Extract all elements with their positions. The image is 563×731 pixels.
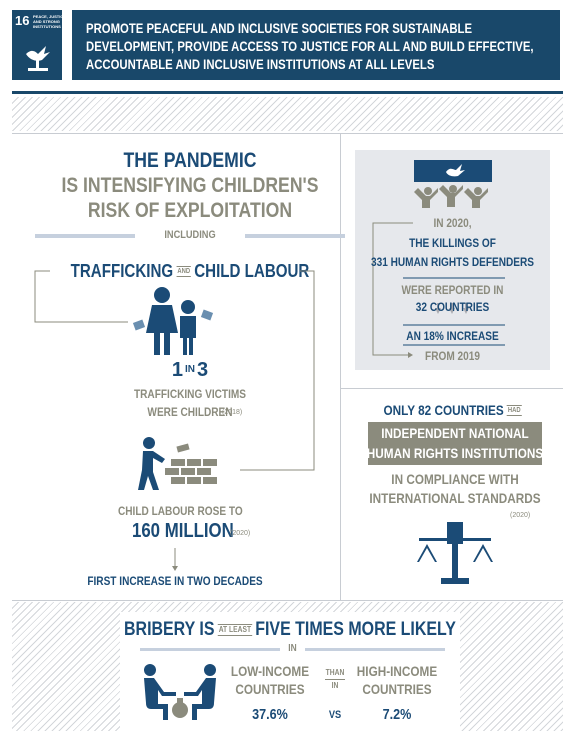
- income-label: LOW-INCOME: [230, 663, 310, 679]
- income-value: 7.2%: [382, 706, 412, 723]
- title-line: DEVELOPMENT, PROVIDE ACCESS TO JUSTICE F…: [86, 39, 534, 54]
- highlight-text: HUMAN RIGHTS INSTITUTIONS: [366, 445, 544, 461]
- defenders-text: WERE REPORTED IN: [401, 283, 504, 297]
- institutions-text: INTERNATIONAL STANDARDS: [369, 490, 541, 506]
- rule: [245, 234, 345, 238]
- title-box: PROMOTE PEACEFUL AND INCLUSIVE SOCIETIES…: [72, 10, 560, 80]
- bribery-heading: BRIBERY IS AT LEAST FIVE TIMES MORE LIKE…: [97, 620, 483, 639]
- rule: [35, 234, 135, 238]
- lead: ONLY 82 COUNTRIES: [383, 402, 504, 418]
- title-line: PROMOTE PEACEFUL AND INCLUSIVE SOCIETIES…: [86, 21, 473, 36]
- defenders-text: THE KILLINGS OF: [409, 236, 496, 250]
- vs: VS: [328, 709, 342, 721]
- year: (2018): [222, 409, 243, 416]
- defenders-text: FROM 2019: [425, 349, 480, 363]
- ratio: 1 IN 3: [40, 360, 340, 380]
- ratio-number: 1: [171, 359, 183, 381]
- scales-icon: [417, 522, 493, 584]
- title-line: ACCOUNTABLE AND INCLUSIVE INSTITUTIONS A…: [86, 57, 435, 72]
- defenders-text: AN 18% INCREASE: [406, 329, 499, 343]
- ratio-joiner: IN: [185, 364, 195, 375]
- defenders-icon: [414, 160, 492, 208]
- rule: [140, 648, 280, 651]
- including: INCLUDING: [164, 229, 216, 241]
- than: THAN: [325, 668, 345, 677]
- rule: [12, 133, 563, 134]
- heading: THE PANDEMIC: [123, 149, 257, 172]
- stat-value: 160 MILLION: [132, 520, 234, 542]
- rule: [325, 679, 345, 680]
- year: (2020): [230, 530, 251, 537]
- defenders-lines: [372, 222, 505, 358]
- stat-text: WERE CHILDREN: [147, 405, 233, 419]
- income-label: HIGH-INCOME: [356, 663, 438, 679]
- header-rule: [12, 91, 563, 94]
- heading: RISK OF EXPLOITATION: [87, 199, 293, 222]
- topic: CHILD LABOUR: [194, 261, 310, 281]
- income-value: 37.6%: [252, 706, 288, 723]
- defenders-text: IN 2020,: [433, 216, 472, 230]
- heading-joiner: AT LEAST: [217, 623, 252, 636]
- goal-number: 16: [15, 13, 30, 28]
- highlight-box: [368, 422, 542, 465]
- goal-name: AND STRONG: [33, 19, 60, 24]
- stat-note: FIRST INCREASE IN TWO DECADES: [87, 574, 263, 588]
- ratio-number: 3: [197, 359, 209, 381]
- heading: FIVE TIMES MORE LIKELY: [255, 619, 456, 640]
- income-label: COUNTRIES: [235, 681, 305, 697]
- labour-icon: [138, 437, 217, 490]
- stat-text: TRAFFICKING VICTIMS: [133, 387, 246, 401]
- defenders-text: 331 HUMAN RIGHTS DEFENDERS: [371, 255, 534, 269]
- topic-joiner: AND: [176, 265, 191, 277]
- heading: BRIBERY IS: [124, 619, 215, 640]
- goal-badge: 16 PEACE, JUSTICE AND STRONG INSTITUTION…: [12, 10, 66, 80]
- stat-text: CHILD LABOUR ROSE TO: [118, 504, 243, 518]
- goal-name: INSTITUTIONS: [33, 24, 61, 29]
- vertical-divider: [340, 134, 341, 600]
- bottom-rule: [12, 600, 563, 601]
- bribery-in: IN: [288, 643, 297, 654]
- income-label: COUNTRIES: [362, 681, 432, 697]
- topics: TRAFFICKING AND CHILD LABOUR: [64, 262, 316, 280]
- than: IN: [331, 681, 339, 690]
- bracket-lines: [34, 270, 315, 571]
- heading: IS INTENSIFYING CHILDREN'S: [61, 174, 319, 197]
- topic: TRAFFICKING: [70, 261, 174, 281]
- institutions-text: IN COMPLIANCE WITH: [391, 471, 519, 487]
- defenders-text: 32 COUNTRIES: [415, 300, 490, 314]
- horizontal-divider: [340, 388, 563, 389]
- year: (2020): [510, 512, 531, 519]
- children-icon: [132, 287, 214, 355]
- institutions-lead: ONLY 82 COUNTRIES HAD: [362, 403, 543, 417]
- goal-name: PEACE, JUSTICE: [33, 14, 66, 19]
- dove-icon: [26, 46, 50, 71]
- bribery-icon: [144, 664, 216, 720]
- highlight-text: INDEPENDENT NATIONAL: [381, 425, 529, 441]
- rule: [305, 648, 445, 651]
- hatch-band: [12, 97, 563, 131]
- lead-joiner: HAD: [507, 404, 522, 416]
